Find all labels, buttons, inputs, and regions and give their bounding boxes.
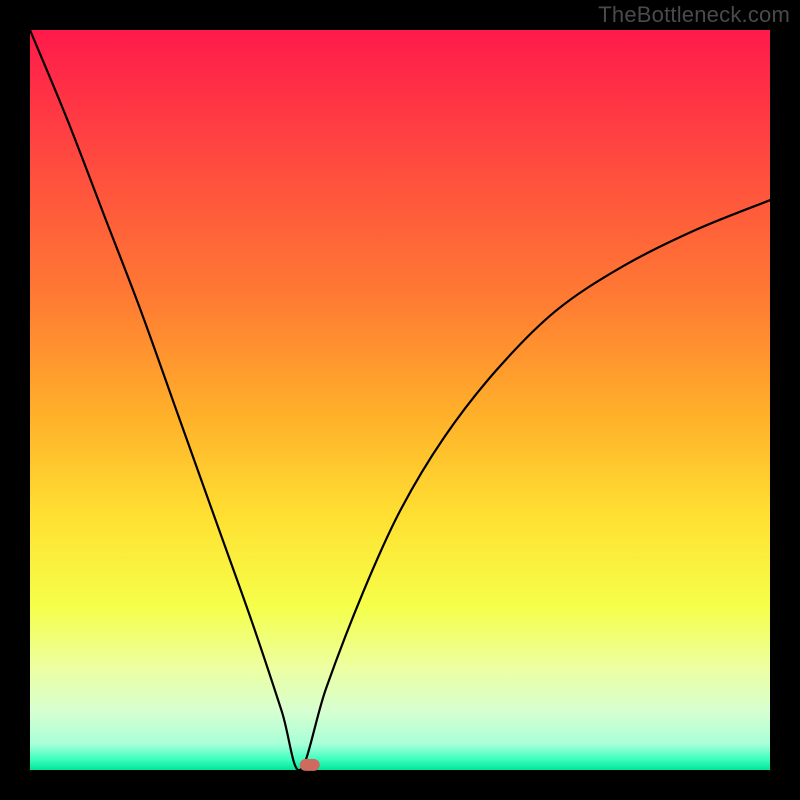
- chart-frame: TheBottleneck.com: [0, 0, 800, 800]
- min-marker: [300, 759, 320, 771]
- watermark-source: TheBottleneck.com: [598, 2, 790, 28]
- bottleneck-chart-svg: [0, 0, 800, 800]
- plot-area: [30, 30, 770, 770]
